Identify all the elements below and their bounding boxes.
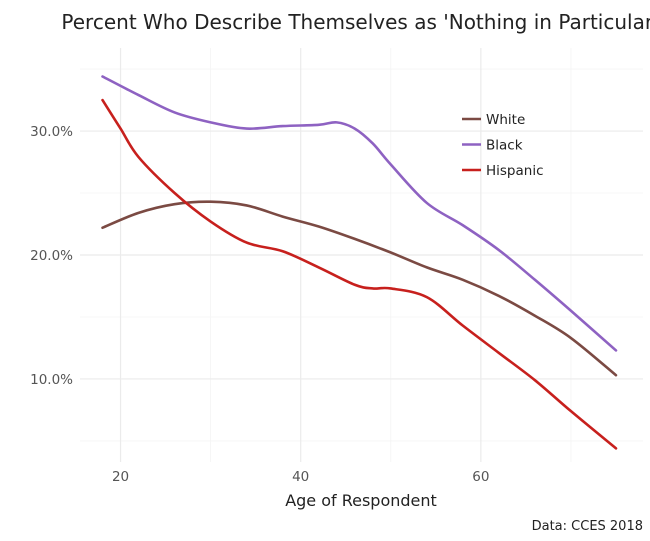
x-axis-ticks: 20 40 60 bbox=[112, 469, 490, 485]
y-tick-label: 20.0% bbox=[30, 248, 73, 264]
x-axis-title: Age of Respondent bbox=[285, 491, 437, 510]
legend-label-hispanic: Hispanic bbox=[486, 163, 544, 179]
x-tick-label: 40 bbox=[292, 469, 309, 485]
series-lines bbox=[101, 75, 618, 450]
y-axis-ticks: 10.0% 20.0% 30.0% bbox=[30, 124, 73, 388]
series-line-white bbox=[101, 200, 618, 377]
chart-title: Percent Who Describe Themselves as 'Noth… bbox=[61, 10, 650, 34]
legend-label-black: Black bbox=[486, 138, 523, 154]
y-tick-label: 10.0% bbox=[30, 372, 73, 388]
series-line-black bbox=[101, 75, 618, 352]
x-tick-label: 20 bbox=[112, 469, 129, 485]
y-tick-label: 30.0% bbox=[30, 124, 73, 140]
caption: Data: CCES 2018 bbox=[532, 519, 643, 534]
x-tick-label: 60 bbox=[472, 469, 489, 485]
legend-label-white: White bbox=[486, 112, 525, 128]
series-line-hispanic bbox=[101, 98, 618, 450]
legend: White Black Hispanic bbox=[462, 112, 544, 179]
